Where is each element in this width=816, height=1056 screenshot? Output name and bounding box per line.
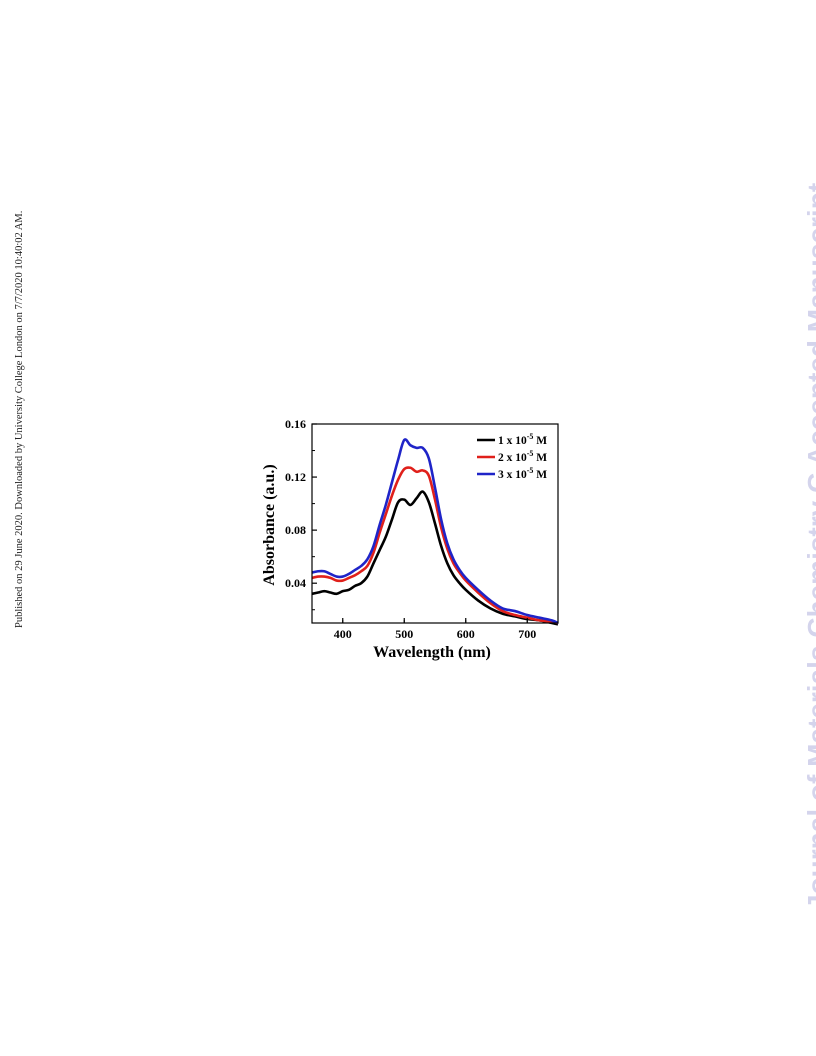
y-tick-label: 0.04 [285,576,306,590]
absorbance-figure: 400 500 600 700 0.04 0.08 0.12 0.16 1 x 10-5 M 2… [256,415,566,670]
legend-label-3: 3 x 10-5 M [498,466,547,481]
publication-note: Published on 29 June 2020. Downloaded by… [14,210,25,628]
journal-watermark: Journal of Materials Chemistry C Accepte… [802,182,816,910]
axes-layer: 400 500 600 700 0.04 0.08 0.12 0.16 [285,417,559,641]
y-tick-label: 0.08 [285,523,306,537]
x-tick-label: 700 [518,627,536,641]
plot-frame [311,423,559,624]
absorbance-chart: 400 500 600 700 0.04 0.08 0.12 0.16 1 x 10-5 M 2… [261,417,559,661]
y-tick-label: 0.12 [285,470,306,484]
x-tick-label: 600 [457,627,475,641]
y-tick-label: 0.16 [285,417,306,431]
x-axis-label: Wavelength (nm) [373,644,491,661]
y-axis-label: Absorbance (a.u.) [261,464,278,585]
chart-legend: 1 x 10-5 M 2 x 10-5 M 3 x 10-5 M [477,432,547,481]
legend-label-1: 1 x 10-5 M [498,432,547,447]
series-line-2 [311,466,559,625]
series-layer [311,438,559,626]
x-tick-label: 500 [395,627,413,641]
series-line-1 [311,490,559,626]
series-line-3 [311,438,559,625]
legend-label-2: 2 x 10-5 M [498,449,547,464]
x-tick-label: 400 [334,627,352,641]
